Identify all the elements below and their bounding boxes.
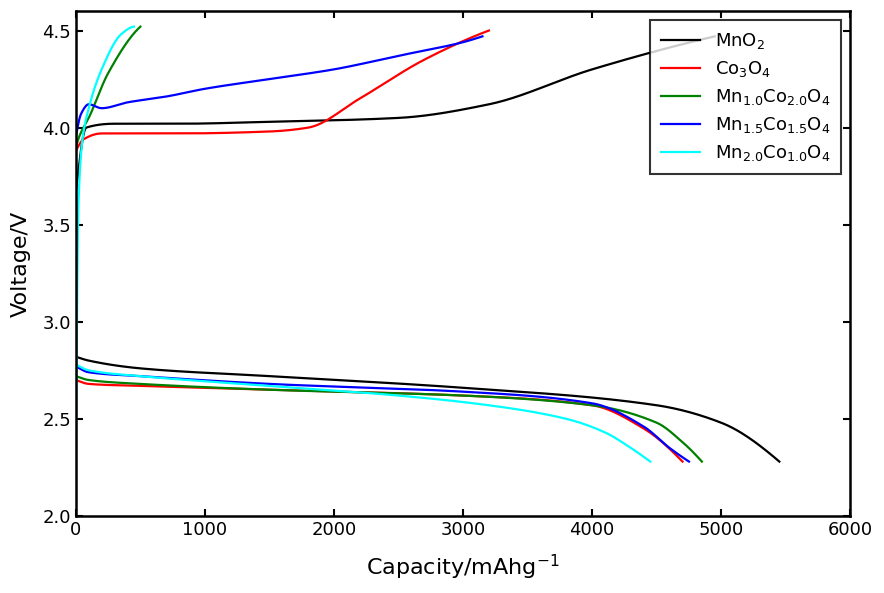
X-axis label: Capacity/mAhg$^{-1}$: Capacity/mAhg$^{-1}$	[366, 553, 560, 582]
Y-axis label: Voltage/V: Voltage/V	[11, 211, 31, 317]
Legend: MnO$_2$, Co$_3$O$_4$, Mn$_{1.0}$Co$_{2.0}$O$_4$, Mn$_{1.5}$Co$_{1.5}$O$_4$, Mn$_: MnO$_2$, Co$_3$O$_4$, Mn$_{1.0}$Co$_{2.0…	[650, 20, 842, 174]
